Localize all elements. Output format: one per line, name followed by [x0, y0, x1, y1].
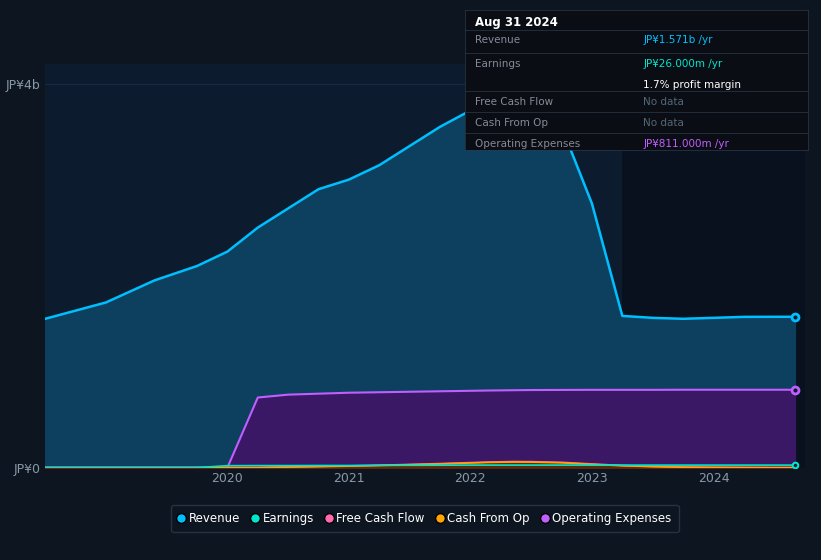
Legend: Revenue, Earnings, Free Cash Flow, Cash From Op, Operating Expenses: Revenue, Earnings, Free Cash Flow, Cash … [171, 505, 679, 532]
Text: Revenue: Revenue [475, 35, 521, 45]
Text: JP¥1.571b /yr: JP¥1.571b /yr [644, 35, 713, 45]
Text: Free Cash Flow: Free Cash Flow [475, 97, 553, 107]
Text: No data: No data [644, 97, 684, 107]
Text: Operating Expenses: Operating Expenses [475, 139, 580, 149]
Bar [622, 64, 817, 468]
Text: Earnings: Earnings [475, 59, 521, 69]
Text: Cash From Op: Cash From Op [475, 118, 548, 128]
Text: JP¥26.000m /yr: JP¥26.000m /yr [644, 59, 722, 69]
Text: No data: No data [644, 118, 684, 128]
Text: 1.7% profit margin: 1.7% profit margin [644, 80, 741, 90]
Text: Aug 31 2024: Aug 31 2024 [475, 16, 558, 29]
Text: JP¥811.000m /yr: JP¥811.000m /yr [644, 139, 729, 149]
